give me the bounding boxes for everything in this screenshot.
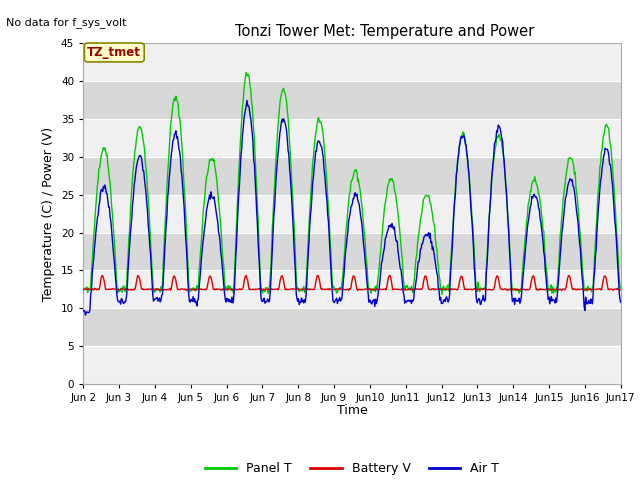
Bar xyxy=(83,270,621,308)
Text: No data for f_sys_volt: No data for f_sys_volt xyxy=(6,17,127,28)
Bar xyxy=(83,346,621,384)
Bar xyxy=(83,308,621,346)
Y-axis label: Temperature (C) / Power (V): Temperature (C) / Power (V) xyxy=(42,127,56,300)
Bar xyxy=(83,43,621,81)
Bar xyxy=(83,157,621,195)
Bar xyxy=(83,232,621,270)
Text: TZ_tmet: TZ_tmet xyxy=(88,46,141,59)
X-axis label: Time: Time xyxy=(337,405,367,418)
Legend: Panel T, Battery V, Air T: Panel T, Battery V, Air T xyxy=(200,457,504,480)
Bar xyxy=(83,81,621,119)
Bar xyxy=(83,195,621,232)
Bar xyxy=(83,119,621,157)
Title: Tonzi Tower Met: Temperature and Power: Tonzi Tower Met: Temperature and Power xyxy=(235,24,534,39)
